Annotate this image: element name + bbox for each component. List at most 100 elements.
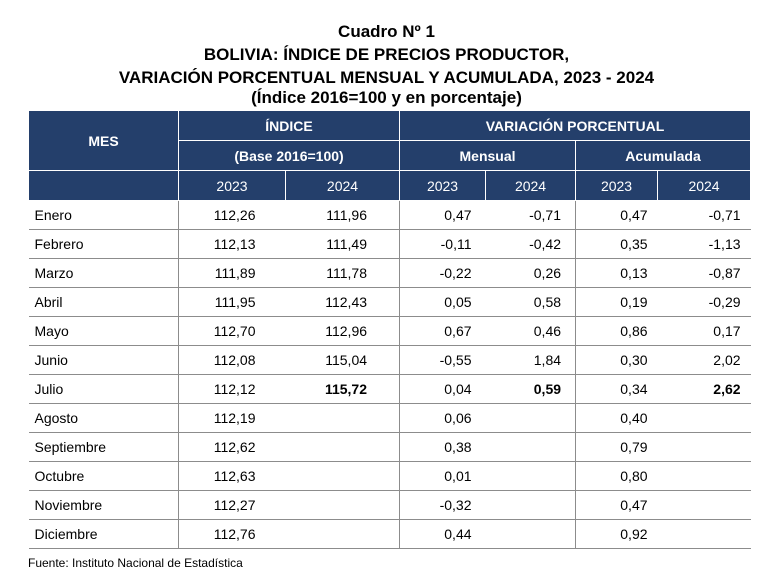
header-variacion: VARIACIÓN PORCENTUAL: [399, 110, 752, 141]
indice-2024-cell: 112,96: [285, 316, 401, 346]
acumulada-2024-cell: -0,29: [657, 287, 751, 317]
header-mes: MES: [28, 110, 179, 171]
indice-2024-cell: [285, 432, 401, 462]
acumulada-2023-cell: 0,19: [575, 287, 658, 317]
mensual-2024-cell: 1,84: [485, 345, 577, 375]
price-index-table: MES ÍNDICE VARIACIÓN PORCENTUAL (Base 20…: [28, 110, 752, 549]
indice-2024-cell: 111,78: [285, 258, 401, 288]
acumulada-2023-cell: 0,47: [575, 490, 658, 520]
indice-2023-cell: 112,63: [178, 461, 286, 491]
indice-2023-cell: 112,76: [178, 519, 286, 549]
month-cell: Enero: [28, 200, 179, 230]
indice-2024-cell: [285, 519, 401, 549]
table-row: Julio 112,12 115,72 0,04 0,59 0,34 2,62: [28, 374, 751, 404]
mensual-2023-cell: 0,01: [399, 461, 486, 491]
mensual-2023-cell: 0,67: [399, 316, 486, 346]
indice-2023-cell: 112,08: [178, 345, 286, 375]
acumulada-2023-cell: 0,86: [575, 316, 658, 346]
mensual-2024-cell: [485, 403, 577, 433]
indice-2024-cell: 115,72: [285, 374, 401, 404]
mensual-2024-cell: 0,58: [485, 287, 577, 317]
title-line-3: VARIACIÓN PORCENTUAL MENSUAL Y ACUMULADA…: [118, 68, 655, 87]
title-line-1: Cuadro Nº 1: [338, 22, 435, 41]
table-row: Septiembre 112,62 0,38 0,79: [28, 432, 751, 462]
indice-2023-cell: 112,13: [178, 229, 286, 259]
month-cell: Diciembre: [28, 519, 179, 549]
month-cell: Julio: [28, 374, 179, 404]
acumulada-2024-cell: [657, 432, 751, 462]
mensual-2023-cell: 0,06: [399, 403, 486, 433]
header-mensual: Mensual: [399, 140, 577, 171]
indice-2024-cell: 111,96: [285, 200, 401, 230]
header-year: 2023: [575, 170, 659, 201]
indice-2024-cell: 112,43: [285, 287, 401, 317]
header-year: 2024: [657, 170, 752, 201]
mensual-2024-cell: [485, 519, 577, 549]
table-title: Cuadro Nº 1 BOLIVIA: ÍNDICE DE PRECIOS P…: [0, 20, 773, 107]
acumulada-2024-cell: [657, 461, 751, 491]
acumulada-2024-cell: -0,71: [657, 200, 751, 230]
table-row: Marzo 111,89 111,78 -0,22 0,26 0,13 -0,87: [28, 258, 751, 288]
indice-2023-cell: 112,27: [178, 490, 286, 520]
mensual-2024-cell: 0,46: [485, 316, 577, 346]
acumulada-2024-cell: 2,62: [657, 374, 751, 404]
month-cell: Marzo: [28, 258, 179, 288]
table-row: Noviembre 112,27 -0,32 0,47: [28, 490, 751, 520]
acumulada-2023-cell: 0,92: [575, 519, 658, 549]
acumulada-2024-cell: 0,17: [657, 316, 751, 346]
indice-2024-cell: 115,04: [285, 345, 401, 375]
header-year: 2023: [178, 170, 286, 201]
acumulada-2023-cell: 0,47: [575, 200, 658, 230]
indice-2024-cell: [285, 403, 401, 433]
month-cell: Abril: [28, 287, 179, 317]
header-year: 2023: [399, 170, 487, 201]
table-row: Junio 112,08 115,04 -0,55 1,84 0,30 2,02: [28, 345, 751, 375]
acumulada-2024-cell: -1,13: [657, 229, 751, 259]
acumulada-2023-cell: 0,79: [575, 432, 658, 462]
mensual-2024-cell: 0,26: [485, 258, 577, 288]
month-cell: Agosto: [28, 403, 179, 433]
mensual-2023-cell: 0,38: [399, 432, 486, 462]
header-acumulada: Acumulada: [575, 140, 752, 171]
mensual-2023-cell: 0,05: [399, 287, 486, 317]
source-note: Fuente: Instituto Nacional de Estadístic…: [28, 556, 243, 570]
table-row: Agosto 112,19 0,06 0,40: [28, 403, 751, 433]
mensual-2024-cell: -0,71: [485, 200, 577, 230]
table-row: Diciembre 112,76 0,44 0,92: [28, 519, 751, 549]
month-cell: Septiembre: [28, 432, 179, 462]
table-row: Febrero 112,13 111,49 -0,11 -0,42 0,35 -1,13: [28, 229, 751, 259]
indice-2024-cell: [285, 490, 401, 520]
mensual-2023-cell: -0,55: [399, 345, 486, 375]
table-row: Mayo 112,70 112,96 0,67 0,46 0,86 0,17: [28, 316, 751, 346]
indice-2023-cell: 112,70: [178, 316, 286, 346]
table-row: Enero 112,26 111,96 0,47 -0,71 0,47 -0,71: [28, 200, 751, 230]
mensual-2024-cell: [485, 432, 577, 462]
header-blank: [28, 170, 179, 201]
month-cell: Junio: [28, 345, 179, 375]
acumulada-2023-cell: 0,13: [575, 258, 658, 288]
acumulada-2024-cell: [657, 490, 751, 520]
indice-2023-cell: 112,19: [178, 403, 286, 433]
mensual-2023-cell: 0,04: [399, 374, 486, 404]
month-cell: Octubre: [28, 461, 179, 491]
indice-2023-cell: 111,95: [178, 287, 286, 317]
acumulada-2024-cell: [657, 403, 751, 433]
acumulada-2023-cell: 0,80: [575, 461, 658, 491]
mensual-2023-cell: -0,22: [399, 258, 486, 288]
header-indice: ÍNDICE: [177, 110, 401, 141]
mensual-2024-cell: [485, 461, 577, 491]
acumulada-2023-cell: 0,40: [575, 403, 658, 433]
mensual-2024-cell: [485, 490, 577, 520]
header-year: 2024: [284, 170, 401, 201]
indice-2023-cell: 111,89: [178, 258, 286, 288]
month-cell: Febrero: [28, 229, 179, 259]
acumulada-2024-cell: [657, 519, 751, 549]
header-base: (Base 2016=100): [177, 140, 401, 171]
month-cell: Mayo: [28, 316, 179, 346]
acumulada-2024-cell: 2,02: [657, 345, 751, 375]
month-cell: Noviembre: [28, 490, 179, 520]
indice-2024-cell: 111,49: [285, 229, 401, 259]
acumulada-2024-cell: -0,87: [657, 258, 751, 288]
indice-2023-cell: 112,26: [178, 200, 286, 230]
indice-2023-cell: 112,62: [178, 432, 286, 462]
